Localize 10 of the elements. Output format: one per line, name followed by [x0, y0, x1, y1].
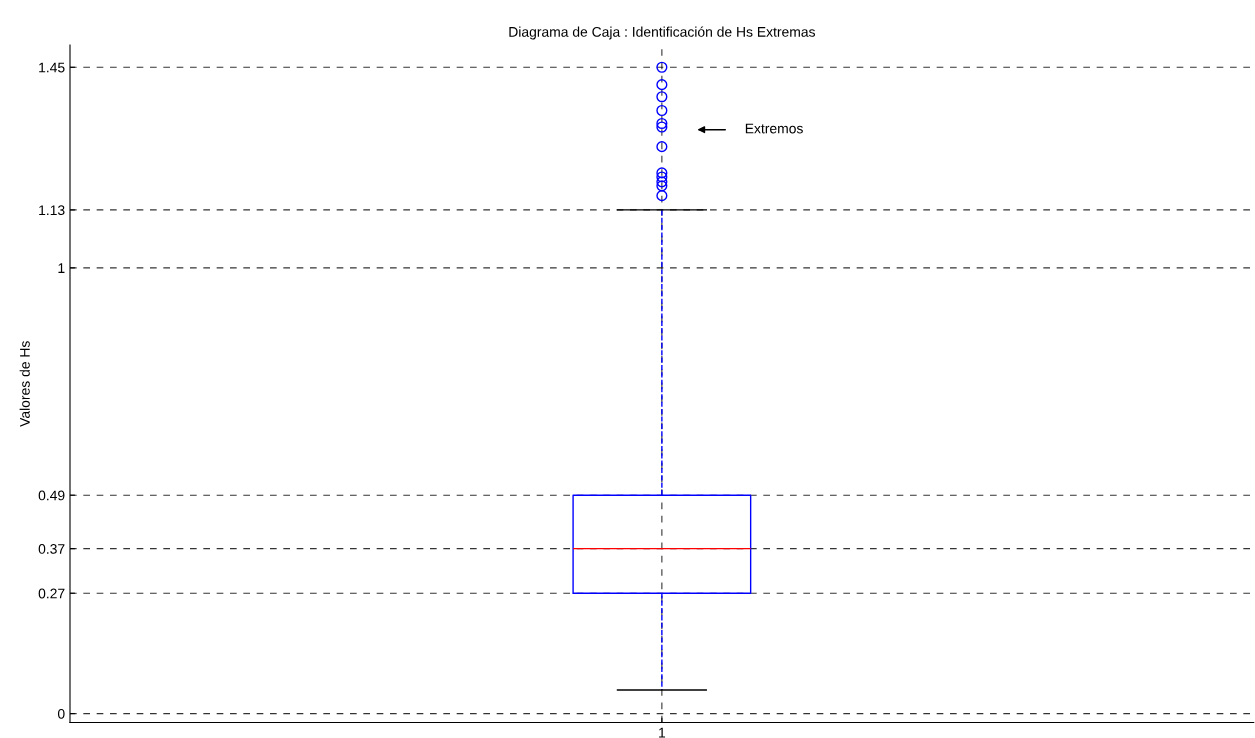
y-tick-label: 1.45: [39, 62, 65, 73]
y-axis-title: Valores de Hs: [19, 341, 30, 427]
y-tick-label: 0.49: [38, 490, 65, 501]
y-tick-label: 1.13: [39, 205, 65, 216]
annotation: Extremos: [745, 123, 803, 134]
chart-title: Diagrama de Caja : Identificación de Hs Extremas: [509, 26, 815, 40]
y-tick-label: 1: [58, 263, 65, 273]
y-tick-label: 0.37: [38, 544, 65, 554]
y-tick-label: 0.27: [38, 588, 65, 599]
y-tick-label: 0: [57, 708, 65, 719]
